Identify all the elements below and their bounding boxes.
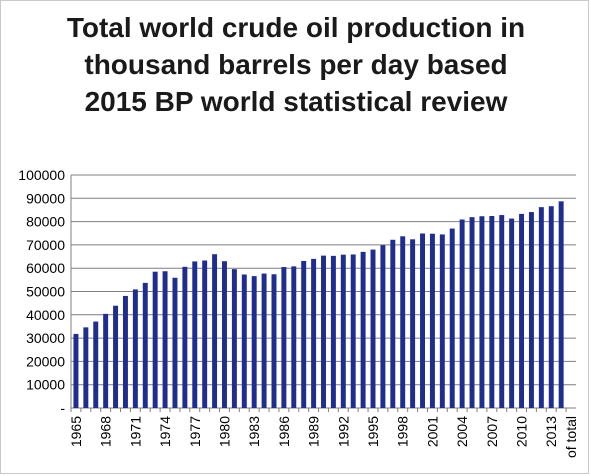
bar bbox=[469, 217, 475, 408]
bar bbox=[93, 321, 99, 408]
x-tick-label: of total bbox=[563, 416, 579, 458]
bar bbox=[301, 260, 307, 408]
bar bbox=[182, 266, 188, 408]
y-tick-label: 30000 bbox=[26, 330, 65, 346]
bar bbox=[350, 254, 356, 408]
bar bbox=[83, 327, 89, 408]
bar bbox=[558, 201, 564, 408]
bar bbox=[152, 271, 158, 408]
bar bbox=[291, 266, 297, 408]
bar bbox=[261, 273, 267, 408]
bar bbox=[142, 282, 148, 408]
bar bbox=[271, 274, 277, 408]
x-tick-label: 1992 bbox=[335, 416, 351, 447]
y-tick-label: 100000 bbox=[18, 167, 65, 183]
bar bbox=[499, 215, 505, 408]
x-tick-label: 1998 bbox=[395, 416, 411, 447]
x-tick-label: 2007 bbox=[484, 416, 500, 447]
bar bbox=[321, 255, 326, 408]
bar bbox=[538, 207, 544, 408]
bar bbox=[241, 274, 247, 408]
bar bbox=[509, 218, 515, 408]
x-tick-label: 1986 bbox=[276, 416, 292, 447]
bar bbox=[429, 233, 435, 408]
bar bbox=[528, 212, 534, 408]
bar bbox=[370, 249, 376, 408]
bar bbox=[162, 271, 168, 408]
bar bbox=[73, 333, 79, 408]
bar bbox=[330, 255, 336, 408]
bar bbox=[192, 261, 198, 408]
bar bbox=[212, 254, 218, 408]
x-tick-label: 1968 bbox=[98, 416, 114, 447]
y-tick-label: 10000 bbox=[26, 377, 65, 393]
bar bbox=[400, 236, 406, 408]
x-tick-label: 2013 bbox=[543, 416, 559, 447]
y-tick-label: 40000 bbox=[26, 307, 65, 323]
x-tick-label: 1977 bbox=[187, 416, 203, 447]
x-tick-label: 1983 bbox=[246, 416, 262, 447]
y-tick-label: 70000 bbox=[26, 237, 65, 253]
bar bbox=[420, 233, 425, 408]
bar bbox=[132, 289, 138, 408]
y-tick-label: 50000 bbox=[26, 284, 65, 300]
x-tick-label: 2001 bbox=[424, 416, 440, 447]
x-tick-label: 1974 bbox=[157, 416, 173, 447]
x-tick-label: 2004 bbox=[454, 416, 470, 447]
x-tick-label: 1971 bbox=[127, 416, 143, 447]
y-tick-label: 60000 bbox=[26, 260, 65, 276]
bar bbox=[281, 267, 287, 408]
bar bbox=[251, 276, 257, 408]
y-tick-label: 20000 bbox=[26, 353, 65, 369]
y-tick-label: - bbox=[60, 400, 65, 416]
y-tick-label: 90000 bbox=[26, 190, 65, 206]
y-tick-label: 80000 bbox=[26, 214, 65, 230]
bar bbox=[311, 258, 317, 408]
bar bbox=[172, 277, 178, 408]
x-tick-label: 1980 bbox=[216, 416, 232, 447]
bar bbox=[222, 261, 227, 408]
bar bbox=[380, 245, 386, 408]
x-tick-label: 1995 bbox=[365, 416, 381, 447]
chart-title: Total world crude oil production in thou… bbox=[66, 12, 526, 117]
bar bbox=[479, 216, 485, 408]
bar bbox=[410, 239, 416, 408]
bar bbox=[202, 260, 208, 408]
bar bbox=[459, 219, 465, 408]
bar bbox=[360, 251, 366, 408]
bar bbox=[519, 213, 525, 408]
bar bbox=[103, 313, 109, 408]
bar bbox=[548, 206, 554, 408]
bar bbox=[439, 234, 445, 408]
bar bbox=[340, 254, 346, 408]
x-tick-label: 1989 bbox=[306, 416, 322, 447]
bar bbox=[113, 305, 119, 408]
x-tick-label: 1965 bbox=[68, 416, 84, 447]
bar bbox=[390, 239, 396, 408]
bar bbox=[449, 228, 455, 408]
bar bbox=[231, 269, 237, 408]
bar bbox=[122, 295, 128, 408]
x-tick-label: 2010 bbox=[514, 416, 530, 447]
bar bbox=[489, 216, 495, 408]
